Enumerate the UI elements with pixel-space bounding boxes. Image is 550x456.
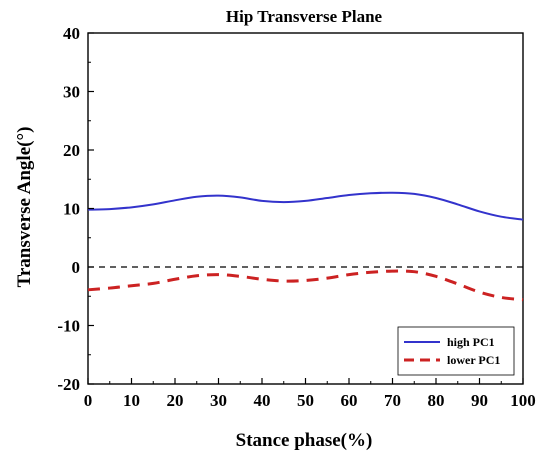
y-axis: -20 -10 0 10 20 30 40 [57,24,94,394]
y-axis-label: Transverse Angle(°) [14,127,35,288]
x-tick-label: 60 [341,391,358,410]
legend-label: high PC1 [447,335,495,349]
x-tick-label: 20 [167,391,184,410]
x-axis-label: Stance phase(%) [236,430,373,451]
x-tick-label: 80 [428,391,445,410]
x-tick-label: 0 [84,391,93,410]
legend-box [397,326,515,376]
series-layer [87,191,524,302]
x-tick-label: 10 [123,391,140,410]
x-tick-label: 90 [471,391,488,410]
x-tick-label: 70 [384,391,401,410]
y-tick-label: 0 [72,258,81,277]
chart-title: Hip Transverse Plane [226,7,383,26]
x-axis: 0 10 20 30 40 50 60 70 80 90 100 [84,378,536,410]
series-line-high-pc1 [87,191,524,221]
legend: high PC1 lower PC1 [397,326,515,376]
x-tick-label: 30 [210,391,227,410]
legend-label: lower PC1 [447,353,500,367]
y-tick-label: -20 [57,375,80,394]
y-tick-label: 40 [63,24,80,43]
x-tick-label: 40 [254,391,271,410]
y-tick-label: 30 [63,83,80,102]
series-line-lower-pc1 [87,269,524,302]
x-tick-label: 50 [297,391,314,410]
x-tick-label: 100 [510,391,536,410]
y-tick-label: 10 [63,200,80,219]
y-tick-label: -10 [57,317,80,336]
y-tick-label: 20 [63,141,80,160]
